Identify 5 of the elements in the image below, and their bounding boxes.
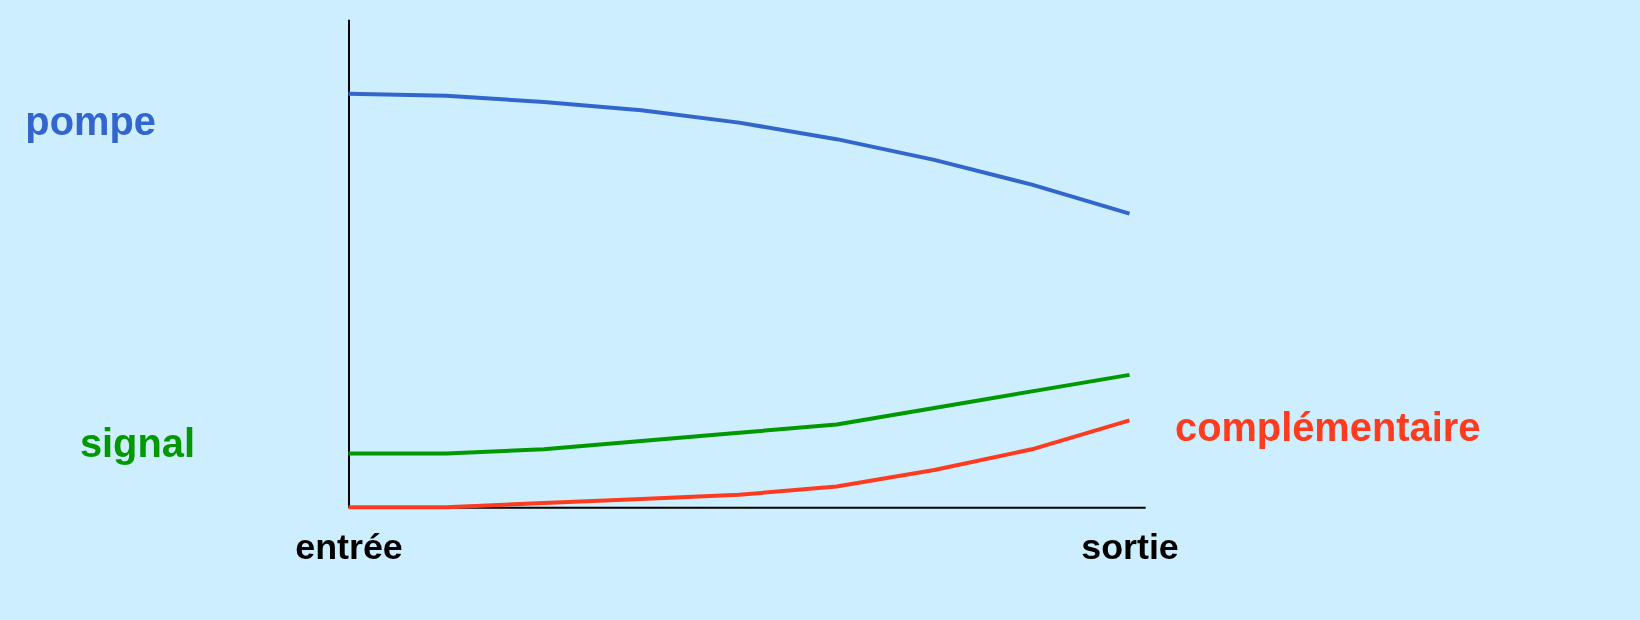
text: pompe: [25, 98, 156, 143]
x-tick-label: sortie: [1081, 527, 1179, 568]
text: signal: [79, 421, 195, 466]
x-tick-label: entrée: [295, 527, 403, 568]
series-label: complémentaire: [1174, 404, 1481, 449]
